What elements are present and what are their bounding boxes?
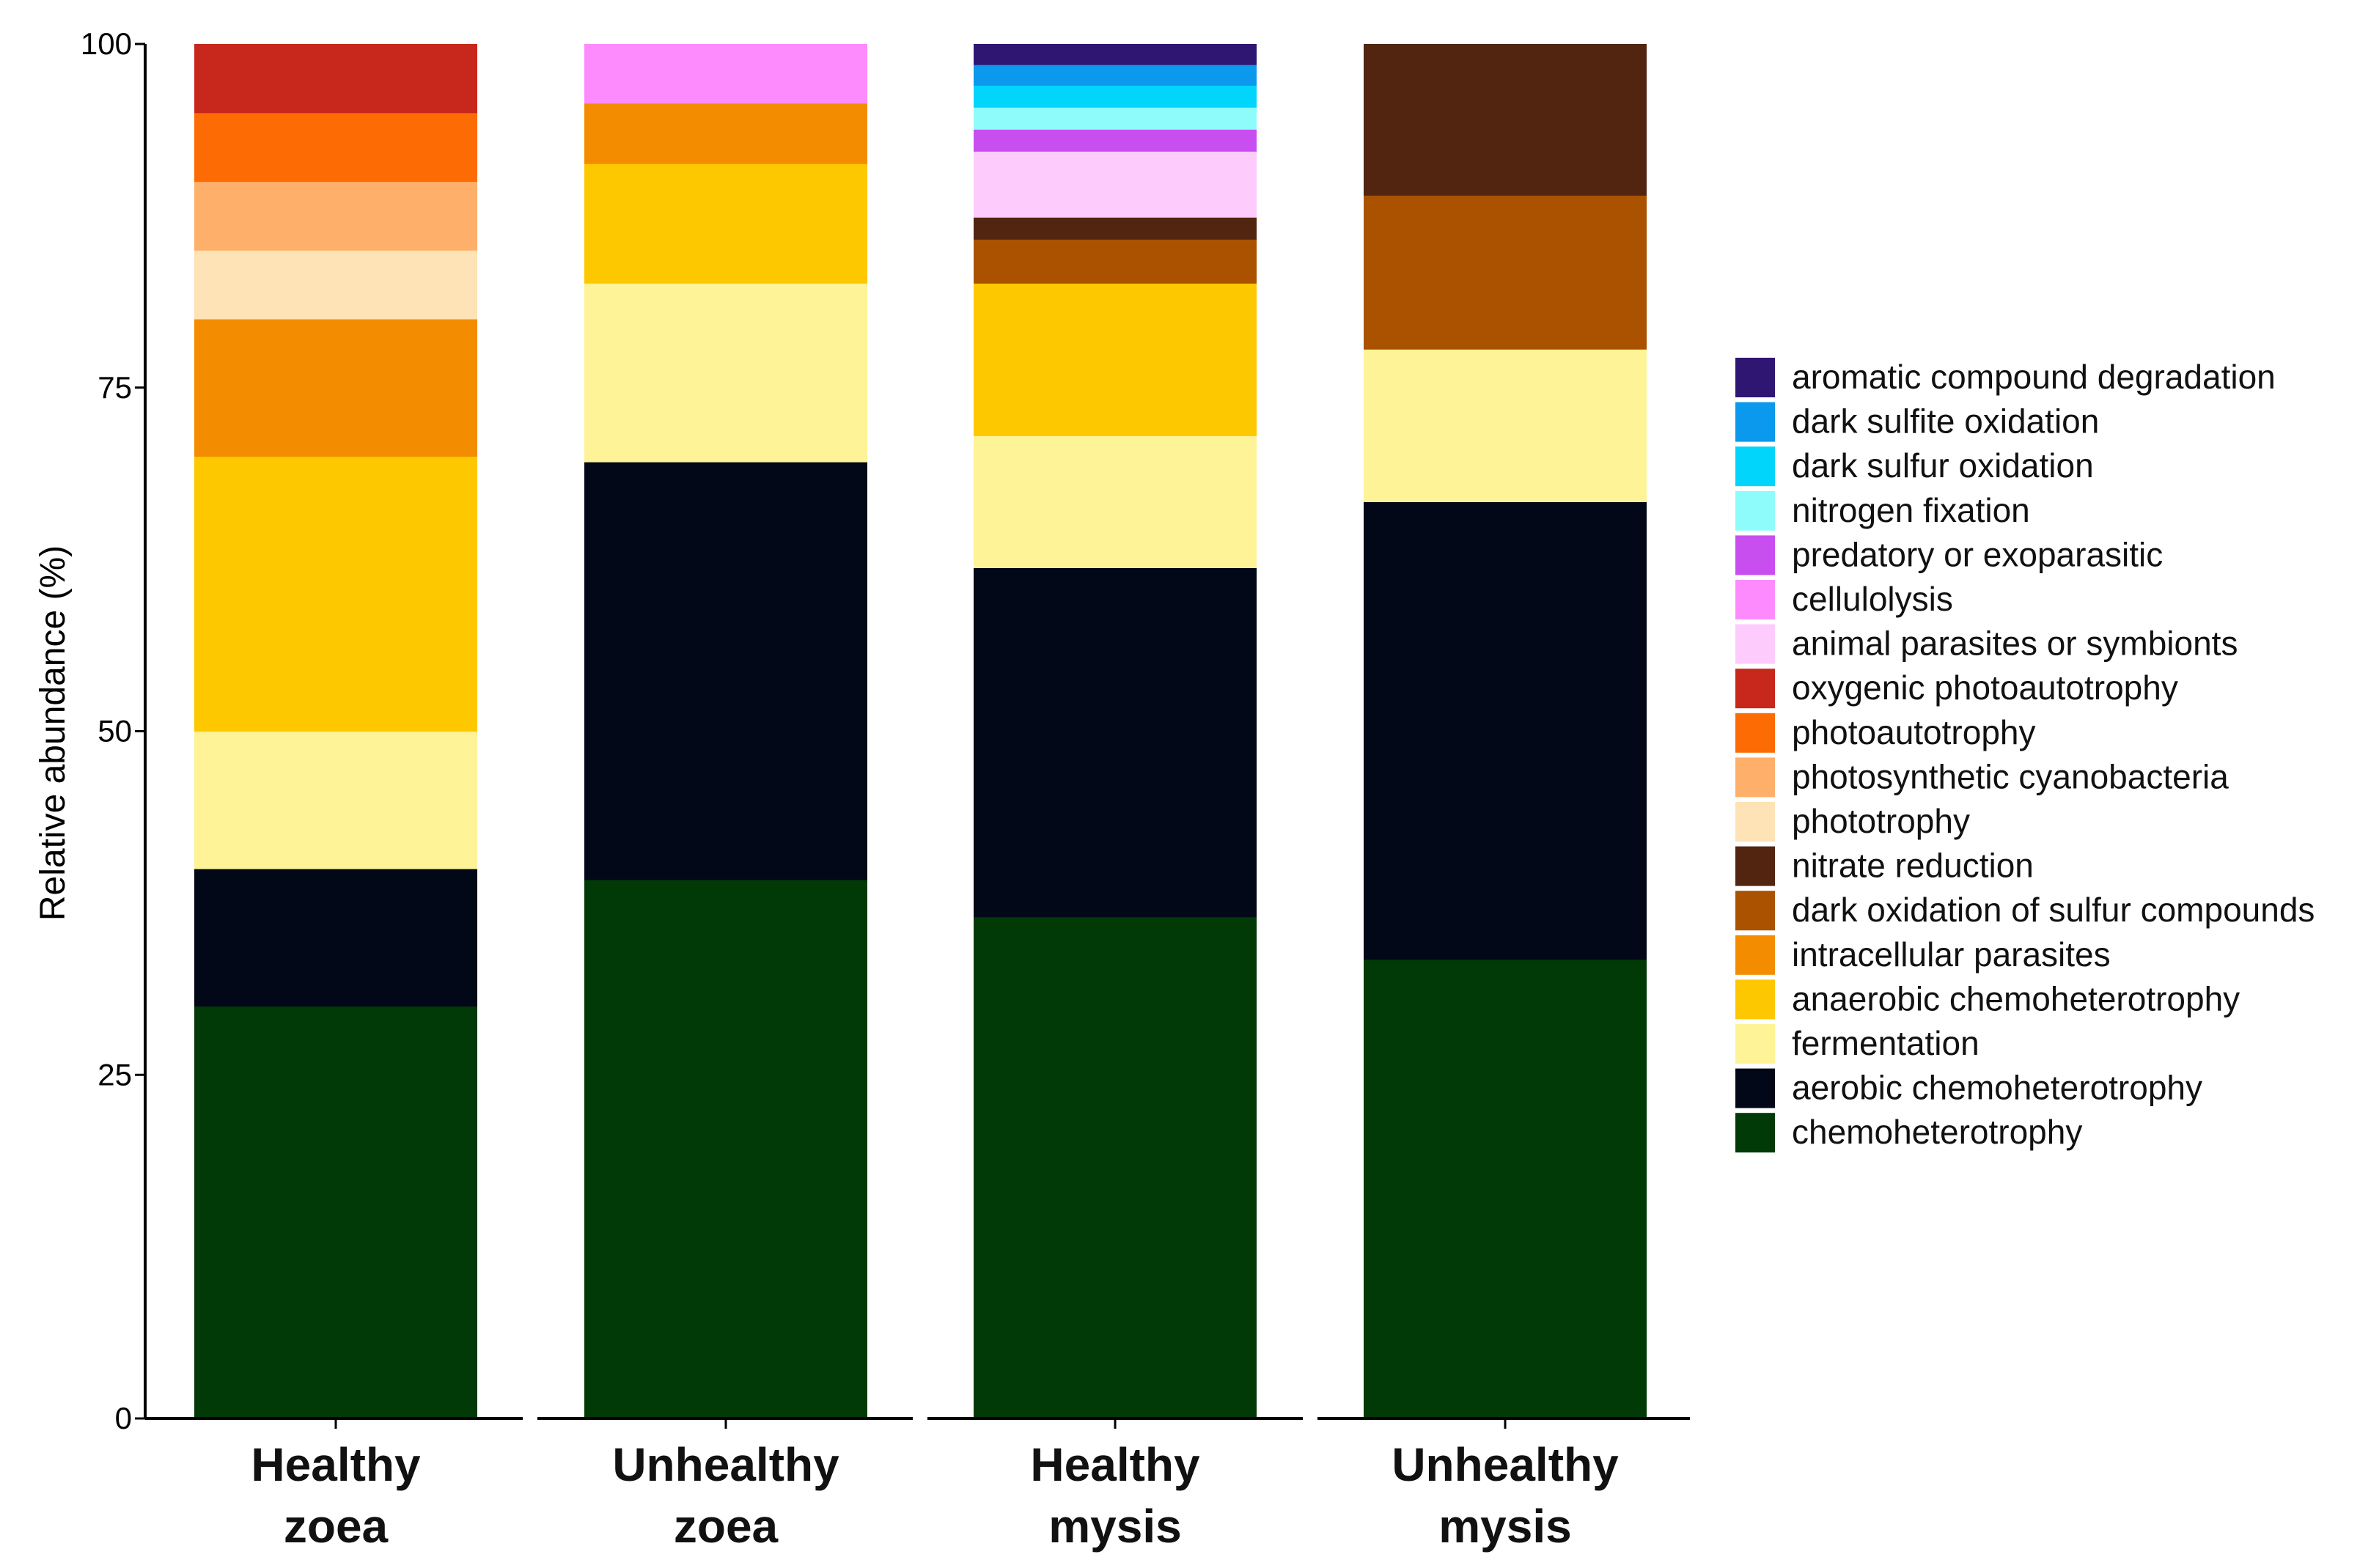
legend-swatch: [1735, 891, 1775, 931]
bar-segment: [194, 869, 477, 1007]
y-tick-label: 0: [115, 1401, 132, 1435]
legend-label: aromatic compound degradation: [1792, 358, 2276, 396]
bar-segment: [194, 1006, 477, 1419]
legend-label: intracellular parasites: [1792, 935, 2111, 973]
x-category-label: Unhealthy: [1392, 1438, 1619, 1491]
legend-swatch: [1735, 802, 1775, 842]
bar-segment: [974, 435, 1257, 568]
bar-segment: [1364, 501, 1647, 960]
legend-label: phototrophy: [1792, 802, 1970, 840]
legend-label: oxygenic photoautotrophy: [1792, 669, 2178, 707]
bar-segment: [974, 85, 1257, 108]
bar-segment: [584, 103, 867, 164]
legend-swatch: [1735, 446, 1775, 487]
x-category-label: mysis: [1438, 1500, 1571, 1553]
legend-label: predatory or exoparasitic: [1792, 535, 2163, 573]
legend-swatch: [1735, 1113, 1775, 1153]
bar-segment: [194, 44, 477, 114]
bar-segment: [584, 462, 867, 880]
bar-segment: [974, 283, 1257, 436]
bar-segment: [974, 44, 1257, 65]
legend-label: cellulolysis: [1792, 580, 1953, 618]
legend-swatch: [1735, 846, 1775, 886]
bar-segment: [974, 567, 1257, 918]
bar-segment: [974, 129, 1257, 152]
y-tick-label: 100: [81, 26, 132, 61]
legend-label: fermentation: [1792, 1024, 1979, 1062]
x-category-label: zoea: [674, 1500, 779, 1553]
bar-segment: [974, 239, 1257, 284]
bar-segment: [1364, 959, 1647, 1419]
y-tick-label: 50: [98, 714, 132, 748]
legend-label: dark oxidation of sulfur compounds: [1792, 891, 2315, 929]
legend-swatch: [1735, 1068, 1775, 1108]
x-category-label: Healthy: [1030, 1438, 1200, 1491]
bar-segment: [194, 319, 477, 457]
legend-label: nitrogen fixation: [1792, 491, 2030, 529]
x-category-labels: Healthy zoea Unhealthy zoea Healthy mysis Unhe…: [251, 1438, 1619, 1553]
y-tick-label: 25: [98, 1057, 132, 1092]
legend-swatch: [1735, 624, 1775, 664]
legend-label: anaerobic chemoheterotrophy: [1792, 979, 2240, 1017]
legend-label: photoautotrophy: [1792, 713, 2036, 751]
legend-swatch: [1735, 757, 1775, 798]
bars-layer: [194, 44, 1647, 1419]
bar-segment: [1364, 44, 1647, 196]
bar-segment: [194, 250, 477, 320]
bar-segment: [974, 65, 1257, 86]
x-category-label: zoea: [284, 1500, 389, 1553]
bar-segment: [974, 217, 1257, 240]
legend-label: aerobic chemoheterotrophy: [1792, 1069, 2202, 1107]
legend-label: nitrate reduction: [1792, 847, 2034, 885]
legend-swatch: [1735, 580, 1775, 619]
legend-swatch: [1735, 490, 1775, 531]
y-ticks: 0 25 50 75 100: [81, 26, 145, 1435]
bar-segment: [1364, 195, 1647, 350]
y-tick-label: 75: [98, 370, 132, 405]
bar-segment: [194, 456, 477, 732]
legend: aromatic compound degradation dark sulfit…: [1735, 358, 2315, 1153]
bar-segment: [584, 283, 867, 463]
x-category-label: Unhealthy: [612, 1438, 839, 1491]
bar-segment: [974, 151, 1257, 218]
legend-label: dark sulfite oxidation: [1792, 402, 2099, 441]
legend-swatch: [1735, 535, 1775, 575]
legend-swatch: [1735, 713, 1775, 753]
legend-swatch: [1735, 402, 1775, 442]
legend-swatch: [1735, 358, 1775, 397]
bar-segment: [974, 107, 1257, 130]
legend-label: dark sulfur oxidation: [1792, 446, 2094, 485]
x-category-label: mysis: [1048, 1500, 1181, 1553]
x-category-label: Healthy: [251, 1438, 421, 1491]
bar-segment: [1364, 349, 1647, 502]
legend-swatch: [1735, 979, 1775, 1020]
bar-segment: [194, 731, 477, 869]
bar-segment: [974, 916, 1257, 1419]
legend-swatch: [1735, 1024, 1775, 1064]
bar-segment: [584, 163, 867, 284]
y-axis-title: Relative abundance (%): [34, 545, 73, 921]
bar-segment: [194, 181, 477, 251]
bar-segment: [584, 44, 867, 104]
bar-segment: [584, 880, 867, 1419]
legend-label: photosynthetic cyanobacteria: [1792, 757, 2229, 795]
bar-segment: [194, 112, 477, 183]
legend-swatch: [1735, 669, 1775, 709]
legend-label: chemoheterotrophy: [1792, 1113, 2082, 1151]
legend-swatch: [1735, 935, 1775, 975]
legend-label: animal parasites or symbionts: [1792, 625, 2238, 663]
